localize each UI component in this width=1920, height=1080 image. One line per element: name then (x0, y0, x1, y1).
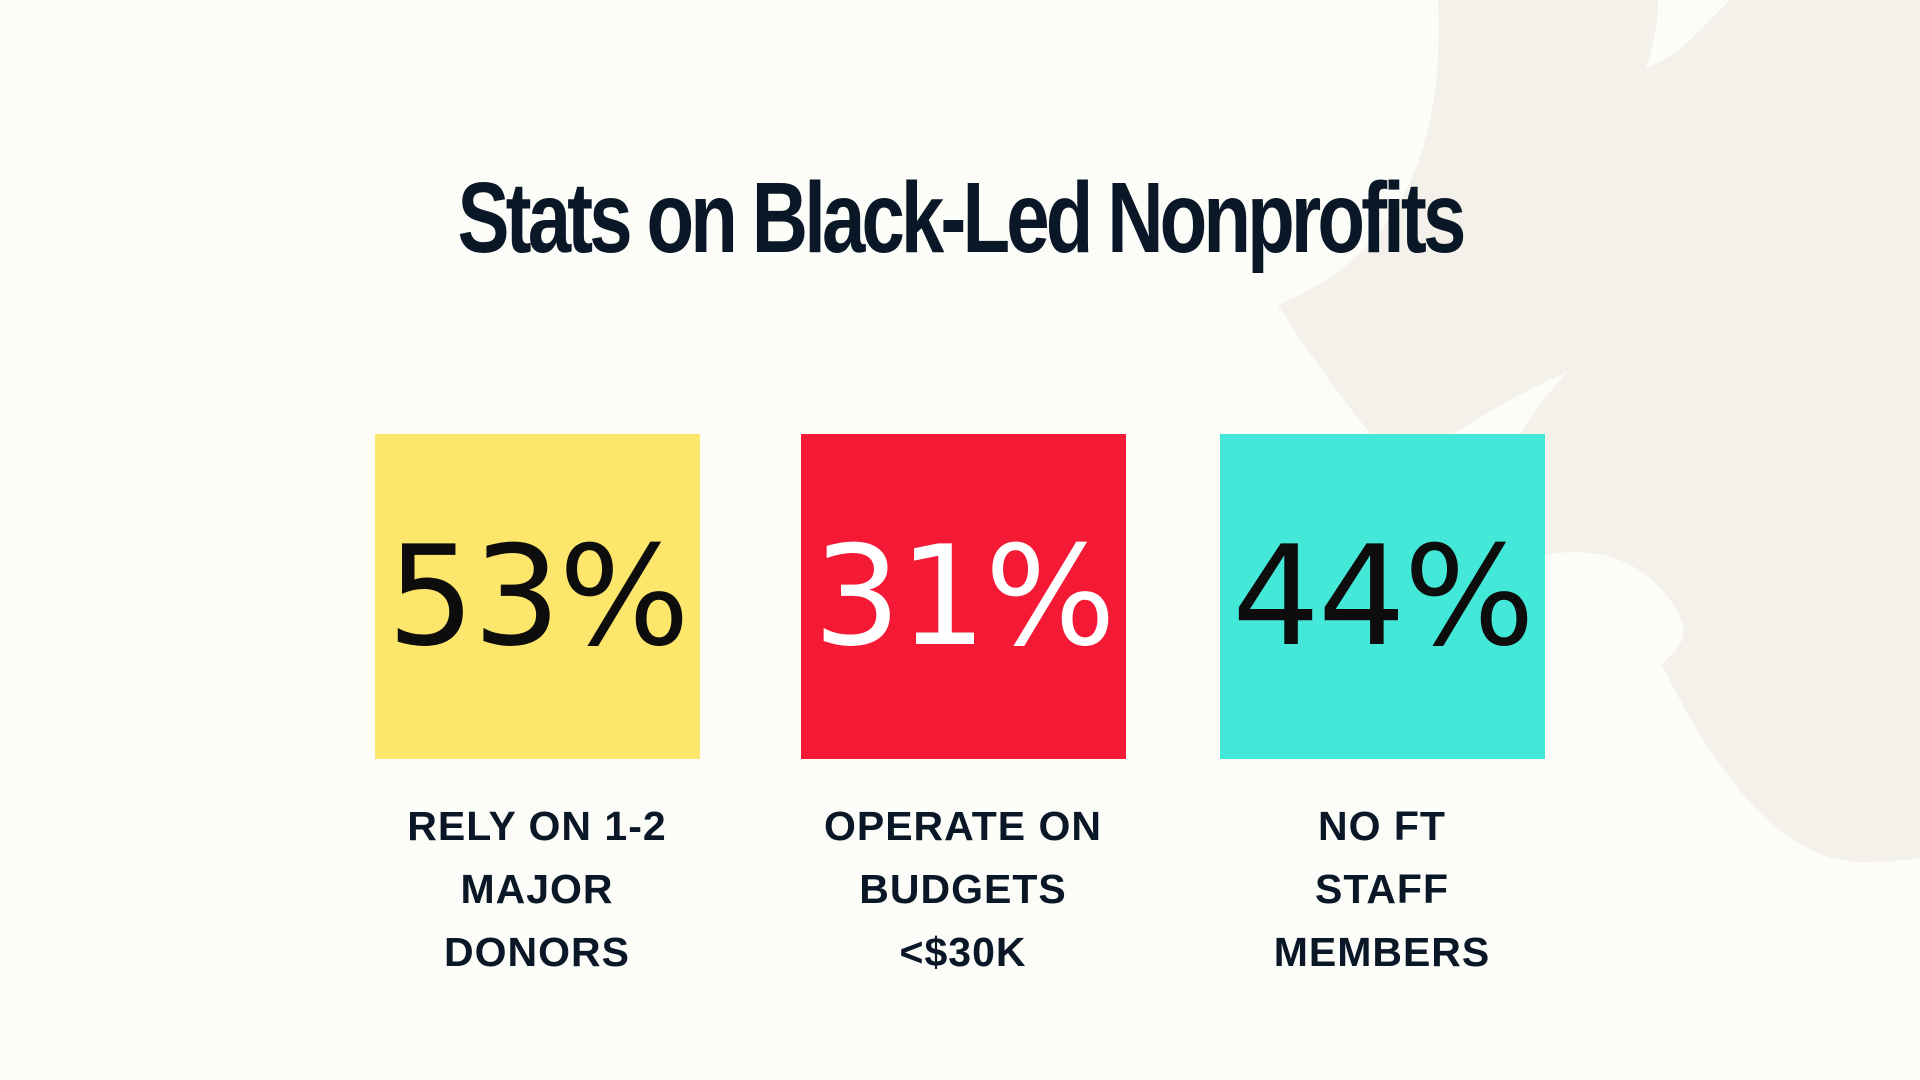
stat-caption-staff: NO FT STAFF MEMBERS (1273, 803, 1491, 975)
stat-card-budgets: 31% (801, 434, 1126, 759)
slide-title: Stats on Black-Led Nonprofits (457, 162, 1466, 274)
stat-value-budgets: 31% (813, 515, 1116, 677)
stat-caption-budgets: OPERATE ON BUDGETS <$30K (823, 803, 1103, 975)
stat-card-staff: 44% (1220, 434, 1545, 759)
stat-value-major-donors: 53% (387, 515, 690, 677)
stat-value-staff: 44% (1232, 515, 1535, 677)
stat-caption-major-donors: RELY ON 1-2 MAJOR DONORS (407, 803, 667, 975)
stat-card-major-donors: 53% (375, 434, 700, 759)
